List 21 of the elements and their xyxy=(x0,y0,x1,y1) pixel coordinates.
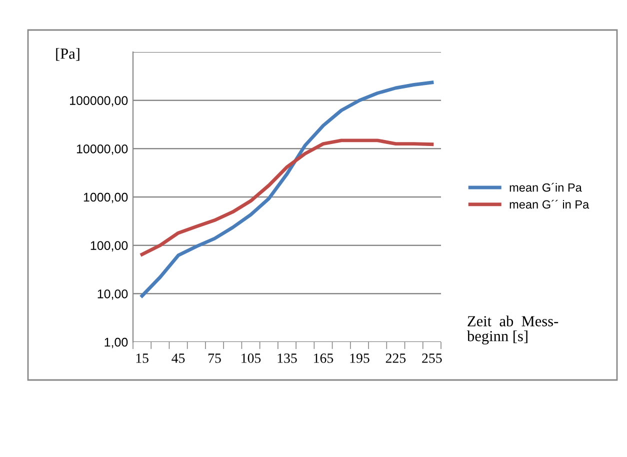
x-tick-label: 45 xyxy=(172,354,185,363)
line-series xyxy=(140,138,434,256)
x-tick-label: 225 xyxy=(386,354,406,363)
line-series xyxy=(140,80,434,298)
x-tick-label: 165 xyxy=(314,354,334,363)
x-tick-label: 15 xyxy=(136,354,148,363)
y-axis-title: [Pa] xyxy=(56,48,80,61)
y-tick-label: 10000,00 xyxy=(76,144,128,155)
x-tick-label: 195 xyxy=(350,354,370,363)
y-tick-label: 1000,00 xyxy=(84,192,128,204)
y-tick-label: 1,00 xyxy=(104,338,128,348)
x-tick-label: 135 xyxy=(278,354,297,363)
x-tick-label: 75 xyxy=(208,354,221,363)
legend-label: mean G´in Pa xyxy=(510,182,582,192)
x-axis-title: Zeit ab Mess- beginn [s] xyxy=(467,316,558,344)
x-tick-label: 255 xyxy=(422,354,442,363)
y-tick-label: 100000,00 xyxy=(70,96,128,106)
x-tick-label: 105 xyxy=(242,354,261,363)
y-tick-label: 100,00 xyxy=(90,241,128,252)
legend-label: mean G´´ in Pa xyxy=(510,200,590,209)
y-tick-label: 10,00 xyxy=(98,289,128,300)
